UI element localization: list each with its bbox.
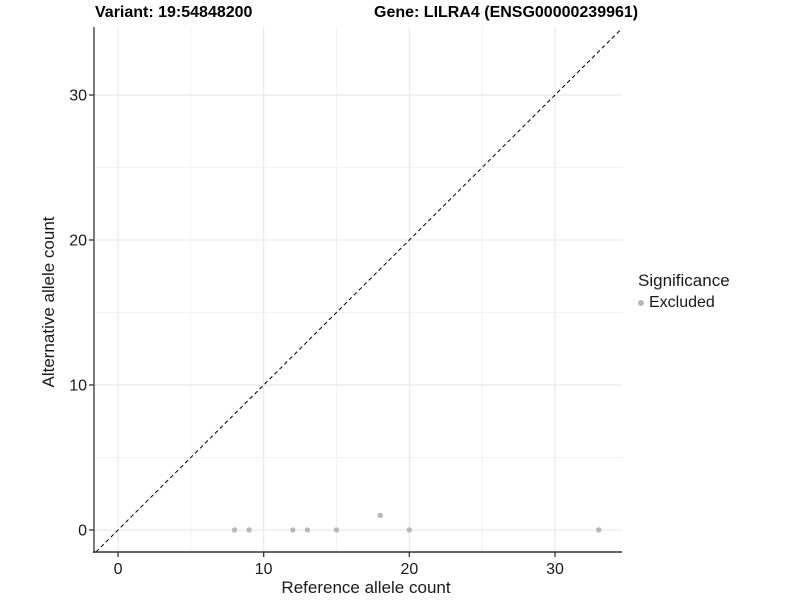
- legend-title: Significance: [638, 271, 730, 290]
- data-point: [304, 527, 311, 533]
- y-tick-label: 20: [69, 232, 87, 249]
- x-tick-label: 0: [114, 561, 123, 578]
- y-axis-label: Alternative allele count: [39, 216, 58, 388]
- excluded-point-icon: [638, 300, 644, 306]
- y-tick-label: 30: [69, 87, 87, 104]
- data-point: [595, 527, 602, 533]
- data-point: [290, 527, 296, 533]
- data-point: [333, 527, 340, 533]
- x-tick-label: 30: [546, 561, 564, 578]
- data-point: [246, 527, 252, 533]
- variant-title: Variant: 19:54848200: [95, 4, 253, 21]
- data-point: [406, 527, 413, 533]
- data-point: [231, 527, 238, 533]
- x-axis-label: Reference allele count: [281, 578, 451, 597]
- legend: Significance Excluded: [638, 271, 730, 312]
- data-point: [377, 512, 383, 519]
- x-tick-label: 10: [255, 561, 273, 578]
- legend-item-label: Excluded: [649, 294, 715, 311]
- y-tick-label: 10: [69, 377, 87, 394]
- identity-line: [95, 27, 623, 553]
- y-tick-label: 0: [78, 522, 87, 539]
- legend-item-excluded: Excluded: [638, 294, 730, 312]
- x-tick-label: 20: [400, 561, 418, 578]
- gene-title: Gene: LILRA4 (ENSG00000239961): [374, 4, 639, 21]
